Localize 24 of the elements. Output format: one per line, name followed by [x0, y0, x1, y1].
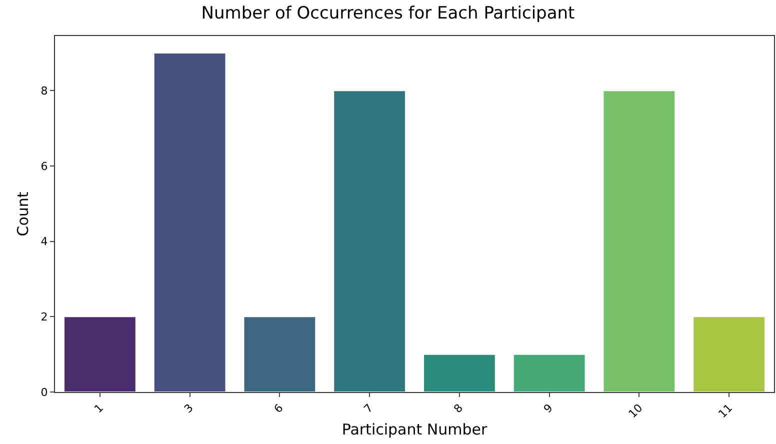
y-tick-label: 8 — [40, 84, 48, 98]
x-tick-label: 9 — [541, 402, 556, 416]
y-tick-label: 4 — [40, 235, 48, 248]
x-tick-label: 8 — [451, 402, 466, 416]
bar — [153, 52, 226, 392]
y-axis-title: Count — [14, 192, 32, 236]
x-tick-label: 11 — [716, 402, 736, 421]
bar — [422, 354, 496, 392]
bar — [512, 354, 586, 392]
x-tick-label: 7 — [361, 402, 376, 416]
x-tick-label: 3 — [182, 402, 196, 416]
x-axis-title: Participant Number — [342, 420, 488, 439]
bar — [63, 316, 136, 392]
y-tick-label: 0 — [40, 386, 48, 399]
x-tick-label: 6 — [272, 402, 286, 416]
x-tick-label: 10 — [626, 402, 646, 421]
bar — [602, 90, 676, 392]
y-tick-label: 6 — [40, 160, 48, 173]
bar — [243, 316, 316, 392]
x-tick-label: 1 — [92, 402, 106, 416]
y-tick-label: 2 — [40, 310, 48, 324]
bar — [692, 316, 766, 392]
chart-title: Number of Occurrences for Each Participant — [201, 4, 576, 24]
bar — [333, 90, 406, 392]
